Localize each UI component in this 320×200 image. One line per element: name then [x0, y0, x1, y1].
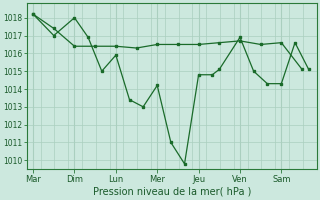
X-axis label: Pression niveau de la mer( hPa ): Pression niveau de la mer( hPa ) [92, 187, 251, 197]
